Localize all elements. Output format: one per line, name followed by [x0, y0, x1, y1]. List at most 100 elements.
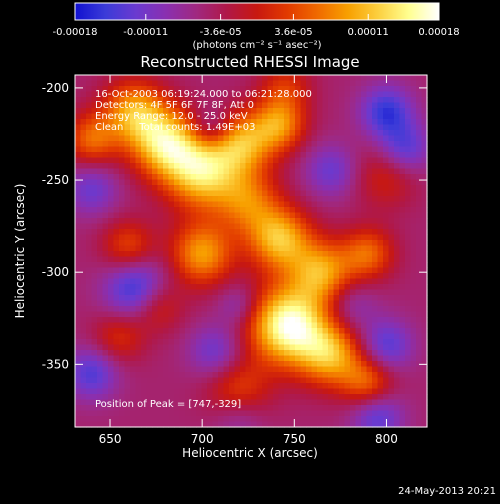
heatmap-cell — [300, 284, 307, 291]
heatmap-cell — [383, 240, 390, 247]
heatmap-cell — [278, 91, 285, 98]
heatmap-cell — [245, 394, 252, 401]
heatmap-cell — [251, 146, 258, 153]
heatmap-cell — [201, 394, 208, 401]
heatmap-cell — [322, 207, 329, 214]
heatmap-cell — [311, 234, 318, 241]
heatmap-cell — [97, 113, 104, 120]
heatmap-cell — [113, 102, 120, 109]
heatmap-cell — [240, 311, 247, 318]
heatmap-cell — [174, 284, 181, 291]
heatmap-cell — [245, 207, 252, 214]
heatmap-cell — [119, 135, 126, 142]
heatmap-cell — [135, 201, 142, 208]
heatmap-cell — [278, 300, 285, 307]
heatmap-cell — [377, 372, 384, 379]
heatmap-cell — [339, 86, 346, 93]
heatmap-cell — [256, 388, 263, 395]
heatmap-cell — [80, 366, 87, 373]
heatmap-cell — [212, 410, 219, 417]
heatmap-cell — [317, 383, 324, 390]
heatmap-cell — [344, 256, 351, 263]
heatmap-cell — [86, 344, 93, 351]
heatmap-cell — [289, 256, 296, 263]
heatmap-cell — [394, 130, 401, 137]
heatmap-cell — [97, 377, 104, 384]
heatmap-cell — [201, 355, 208, 362]
heatmap-cell — [333, 190, 340, 197]
heatmap-cell — [355, 185, 362, 192]
heatmap-cell — [410, 372, 417, 379]
heatmap-cell — [86, 322, 93, 329]
heatmap-cell — [333, 333, 340, 340]
heatmap-cell — [152, 289, 159, 296]
heatmap-cell — [190, 130, 197, 137]
heatmap-cell — [86, 146, 93, 153]
heatmap-cell — [157, 240, 164, 247]
heatmap-cell — [185, 185, 192, 192]
heatmap-cell — [339, 267, 346, 274]
heatmap-cell — [163, 262, 170, 269]
heatmap-cell — [102, 223, 109, 230]
heatmap-cell — [344, 355, 351, 362]
heatmap-cell — [273, 119, 280, 126]
heatmap-cell — [218, 361, 225, 368]
heatmap-cell — [212, 91, 219, 98]
heatmap-cell — [97, 119, 104, 126]
heatmap-cell — [333, 196, 340, 203]
heatmap-cell — [267, 163, 274, 170]
heatmap-cell — [399, 410, 406, 417]
heatmap-cell — [300, 306, 307, 313]
heatmap-cell — [289, 201, 296, 208]
heatmap-cell — [119, 399, 126, 406]
heatmap-cell — [339, 218, 346, 225]
heatmap-cell — [383, 108, 390, 115]
heatmap-cell — [91, 218, 98, 225]
heatmap-cell — [284, 350, 291, 357]
heatmap-cell — [383, 311, 390, 318]
heatmap-cell — [240, 366, 247, 373]
heatmap-cell — [135, 350, 142, 357]
heatmap-cell — [229, 410, 236, 417]
heatmap-cell — [251, 328, 258, 335]
heatmap-cell — [179, 212, 186, 219]
heatmap-cell — [207, 317, 214, 324]
heatmap-cell — [86, 256, 93, 263]
heatmap-cell — [278, 322, 285, 329]
heatmap-cell — [207, 394, 214, 401]
heatmap-cell — [388, 256, 395, 263]
heatmap-cell — [344, 366, 351, 373]
heatmap-cell — [218, 377, 225, 384]
heatmap-cell — [196, 372, 203, 379]
heatmap-cell — [300, 229, 307, 236]
heatmap-cell — [130, 245, 137, 252]
heatmap-cell — [344, 207, 351, 214]
heatmap-cell — [174, 179, 181, 186]
heatmap-cell — [328, 273, 335, 280]
heatmap-cell — [416, 394, 423, 401]
heatmap-cell — [416, 174, 423, 181]
heatmap-cell — [410, 289, 417, 296]
heatmap-cell — [289, 75, 296, 82]
heatmap-cell — [113, 124, 120, 131]
heatmap-cell — [179, 102, 186, 109]
heatmap-cell — [179, 355, 186, 362]
heatmap-cell — [80, 383, 87, 390]
heatmap-cell — [355, 355, 362, 362]
heatmap-cell — [157, 207, 164, 214]
heatmap-cell — [273, 234, 280, 241]
heatmap-cell — [377, 410, 384, 417]
heatmap-cell — [300, 163, 307, 170]
heatmap-cell — [240, 157, 247, 164]
heatmap-cell — [300, 207, 307, 214]
heatmap-cell — [108, 97, 115, 104]
heatmap-cell — [196, 212, 203, 219]
heatmap-cell — [306, 355, 313, 362]
heatmap-cell — [201, 179, 208, 186]
heatmap-cell — [223, 251, 230, 258]
heatmap-cell — [179, 75, 186, 82]
heatmap-cell — [130, 152, 137, 159]
heatmap-cell — [229, 229, 236, 236]
heatmap-cell — [317, 190, 324, 197]
heatmap-cell — [289, 388, 296, 395]
